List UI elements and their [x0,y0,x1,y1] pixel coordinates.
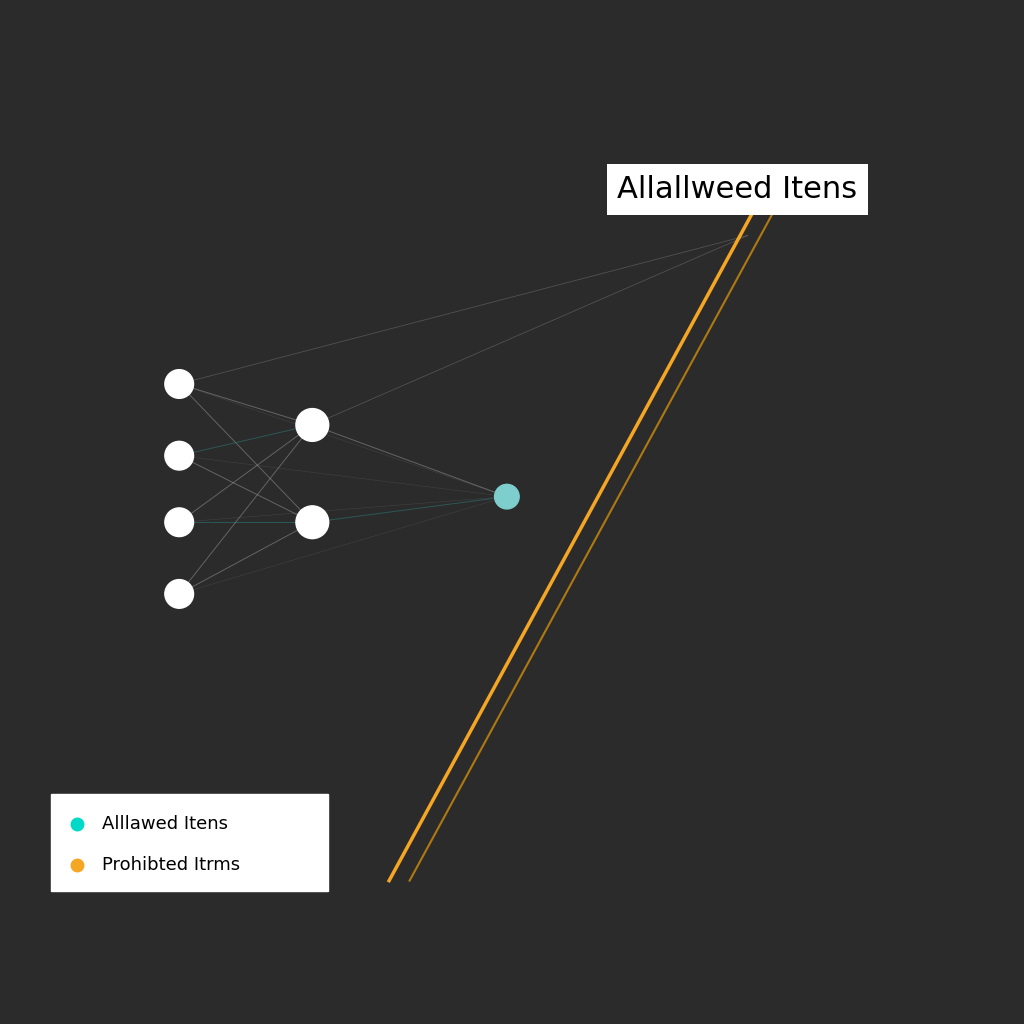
Circle shape [296,506,329,539]
Circle shape [296,409,329,441]
Circle shape [165,441,194,470]
Text: Allallweed Itens: Allallweed Itens [617,175,857,204]
Circle shape [165,508,194,537]
Circle shape [165,580,194,608]
Circle shape [495,484,519,509]
FancyBboxPatch shape [51,794,328,891]
Text: Alllawed Itens: Alllawed Itens [102,815,228,834]
Text: Prohibted Itrms: Prohibted Itrms [102,856,241,874]
Circle shape [165,370,194,398]
